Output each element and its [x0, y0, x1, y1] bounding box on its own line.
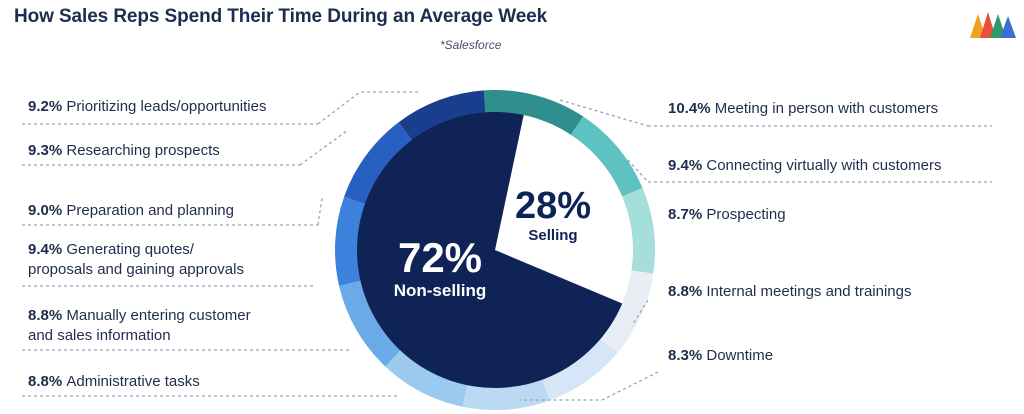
donut-segment-4	[598, 269, 654, 354]
donut-segment-8	[339, 280, 403, 367]
label-2: 9.4% Connecting virtually with customers	[668, 157, 941, 174]
brand-mountains-icon	[970, 10, 1016, 38]
label-text-line: and sales information	[28, 327, 171, 344]
non-selling-percent: 72%	[398, 234, 482, 281]
donut-segment-10	[344, 122, 414, 206]
label-text: Connecting virtually with customers	[706, 157, 941, 174]
leader-line	[299, 129, 349, 166]
label-percent: 9.4%	[668, 157, 706, 174]
label-percent: 9.0%	[28, 202, 66, 219]
label-3: 8.7% Prospecting	[668, 206, 786, 223]
pie-slice-non-selling	[357, 111, 623, 388]
label-text: Meeting in person with customers	[715, 100, 938, 117]
label-text: Prospecting	[706, 206, 785, 223]
chart-title: How Sales Reps Spend Their Time During a…	[14, 6, 548, 27]
label-text: Manually entering customer	[66, 307, 250, 324]
label-text: Generating quotes/	[66, 241, 194, 258]
label-11: 9.2% Prioritizing leads/opportunities	[28, 98, 266, 115]
selling-label: Selling	[528, 227, 577, 244]
label-percent: 8.8%	[28, 373, 66, 390]
label-text: Prioritizing leads/opportunities	[66, 98, 266, 115]
leader-line	[520, 371, 659, 401]
source-note: *Salesforce	[440, 38, 502, 52]
donut-segment-7	[385, 348, 468, 407]
label-text: Downtime	[706, 347, 773, 364]
leader-line	[317, 197, 323, 226]
label-1: 10.4% Meeting in person with customers	[668, 100, 938, 117]
pie-slice-selling	[495, 115, 633, 304]
label-text: Preparation and planning	[66, 202, 234, 219]
label-percent: 9.3%	[28, 142, 66, 159]
donut-segment-2	[569, 116, 643, 198]
label-10: 9.3% Researching prospects	[28, 142, 220, 159]
label-percent: 9.2%	[28, 98, 66, 115]
label-text: Administrative tasks	[66, 373, 199, 390]
label-percent: 8.3%	[668, 347, 706, 364]
selling-percent: 28%	[515, 185, 591, 227]
label-8: 9.4% Generating quotes/proposals and gai…	[28, 241, 244, 278]
label-text: Internal meetings and trainings	[706, 283, 911, 300]
leader-line	[317, 91, 420, 125]
label-percent: 8.8%	[28, 307, 66, 324]
leader-line	[631, 299, 649, 327]
leader-line	[627, 159, 649, 183]
label-6: 8.8% Administrative tasks	[28, 373, 200, 390]
label-5: 8.3% Downtime	[668, 347, 773, 364]
label-text: Researching prospects	[66, 142, 219, 159]
label-percent: 8.8%	[668, 283, 706, 300]
label-text-line: proposals and gaining approvals	[28, 261, 244, 278]
donut-segment-1	[483, 90, 584, 138]
label-9: 9.0% Preparation and planning	[28, 202, 234, 219]
label-7: 8.8% Manually entering customer and sales…	[28, 307, 251, 344]
donut-segment-5	[541, 337, 618, 401]
donut-segment-11	[398, 90, 486, 143]
label-percent: 8.7%	[668, 206, 706, 223]
label-percent: 9.4%	[28, 241, 66, 258]
donut-segment-3	[619, 188, 655, 274]
label-percent: 10.4%	[668, 100, 715, 117]
label-4: 8.8% Internal meetings and trainings	[668, 283, 911, 300]
non-selling-label: Non-selling	[394, 281, 487, 300]
